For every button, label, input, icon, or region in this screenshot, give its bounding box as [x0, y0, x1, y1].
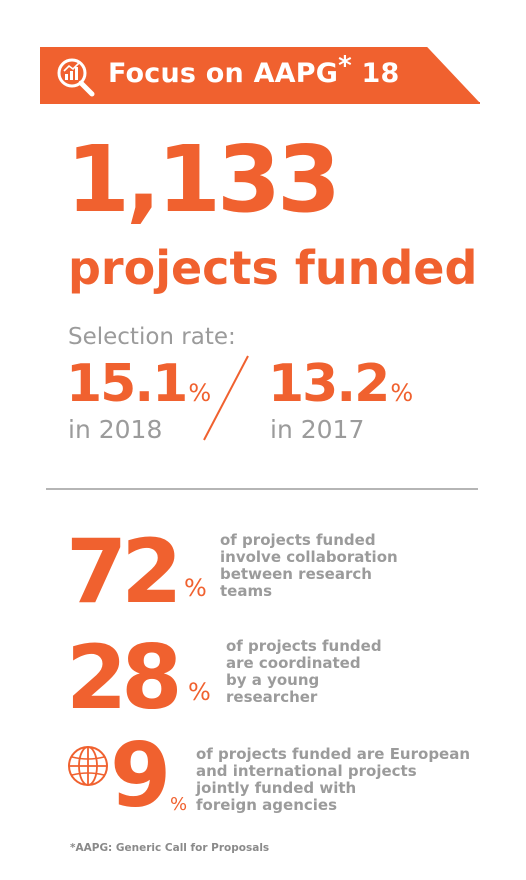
selection-rate-2017-year: in 2017	[270, 415, 365, 444]
young-researcher-description: of projects funded are coordinated by a yo…	[226, 637, 382, 706]
globe-icon	[68, 746, 108, 786]
collaboration-percent-unit: %	[184, 574, 207, 602]
section-divider	[46, 488, 478, 490]
header-banner	[40, 47, 480, 103]
page-title: Focus on AAPG* 18	[108, 51, 400, 89]
selection-rate-2017: 13.2%	[268, 354, 414, 414]
projects-funded-caption: projects funded	[68, 241, 478, 295]
international-percent: 9	[110, 724, 171, 827]
rate-separator	[203, 355, 249, 441]
collaboration-description: of projects funded involve collaboration b…	[220, 531, 398, 600]
young-researcher-percent: 28	[66, 626, 182, 729]
international-description: of projects funded are European and inter…	[196, 745, 471, 814]
selection-rate-label: Selection rate:	[68, 324, 236, 350]
selection-rate-2018-year: in 2018	[68, 415, 163, 444]
header-underline	[40, 102, 480, 104]
magnifier-chart-icon	[57, 58, 95, 97]
projects-funded-count: 1,133	[66, 126, 341, 233]
selection-rate-2018: 15.1%	[66, 354, 212, 414]
international-percent-unit: %	[170, 794, 188, 815]
collaboration-percent: 72	[66, 520, 182, 623]
young-researcher-percent-unit: %	[188, 678, 211, 706]
footnote: *AAPG: Generic Call for Proposals	[70, 842, 270, 854]
